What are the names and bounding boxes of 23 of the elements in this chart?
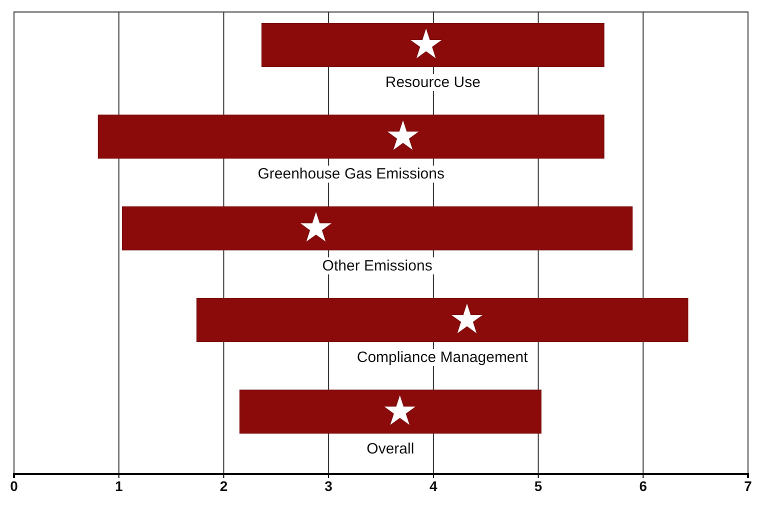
- bar: [196, 298, 688, 342]
- point: [410, 28, 442, 58]
- bar: [261, 23, 604, 67]
- x-tick-label: 5: [534, 478, 542, 494]
- point: [384, 395, 416, 425]
- x-tick-label: 7: [744, 478, 752, 494]
- y-tick-label: Greenhouse Gas Emissions: [258, 166, 444, 183]
- y-tick-label: Overall: [366, 440, 414, 458]
- point: [300, 212, 332, 242]
- x-tick-label: 4: [430, 478, 438, 494]
- x-tick-label: 6: [639, 478, 648, 494]
- x-tick-label: 0: [10, 478, 18, 494]
- x-tick-label: 1: [114, 478, 123, 494]
- point: [387, 120, 419, 150]
- bar: [122, 206, 633, 250]
- y-tick-label: Other Emissions: [322, 257, 432, 274]
- x-tick-label: 3: [324, 478, 333, 494]
- y-tick-label: Compliance Management: [356, 349, 529, 366]
- bar: [98, 114, 604, 159]
- x-tick-label: 2: [220, 478, 228, 494]
- bar: [239, 390, 542, 434]
- point: [451, 304, 483, 334]
- y-tick-label: Resource Use: [385, 74, 480, 91]
